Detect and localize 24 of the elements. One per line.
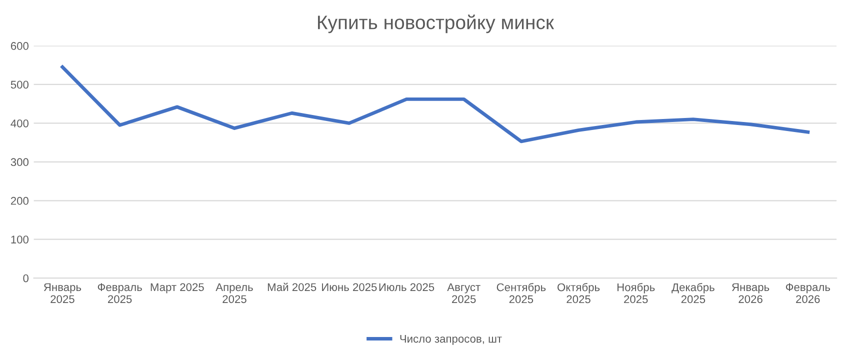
y-tick-label: 400: [10, 119, 29, 128]
x-tick-label: Июль 2025: [379, 283, 434, 292]
x-tick-label: Август 2025: [447, 283, 480, 304]
y-tick-label: 300: [10, 158, 29, 166]
line-series: [60, 65, 810, 144]
x-tick-label: Май 2025: [268, 282, 316, 292]
y-tick-label: 100: [11, 236, 29, 244]
y-tick-label: 600: [10, 42, 29, 50]
x-tick-label: Ноябрь 2025: [618, 282, 655, 304]
x-tick-label: Сентябрь 2025: [496, 282, 546, 304]
x-tick-label: Январь 2025: [44, 283, 82, 304]
x-tick-label: Февраль 2026: [786, 283, 830, 304]
y-tick-label: 500: [10, 80, 29, 89]
x-tick-label: Февраль 2025: [98, 283, 142, 304]
x-tick-label: Октябрь 2025: [558, 282, 600, 304]
legend-label: Число запросов, шт: [400, 334, 502, 345]
x-tick-label: Апрель 2025: [216, 283, 253, 304]
x-tick-label: Декабрь 2025: [672, 282, 714, 304]
x-tick-label: Март 2025: [150, 283, 204, 294]
x-tick-label: Июнь 2025: [322, 283, 377, 292]
chart-title: Купить новостройку минск: [318, 14, 554, 34]
y-tick-label: 0: [23, 274, 29, 282]
y-tick-label: 200: [10, 196, 29, 205]
x-tick-label: Январь 2026: [732, 283, 770, 304]
